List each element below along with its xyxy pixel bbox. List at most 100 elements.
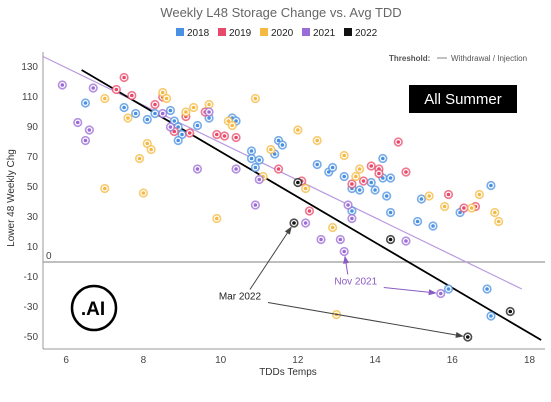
point-dot	[249, 149, 254, 153]
point-2018	[482, 284, 492, 294]
point-2022	[293, 177, 303, 188]
point-2018	[370, 185, 380, 195]
all-summer-badge: All Summer	[409, 85, 517, 113]
point-2019	[358, 176, 369, 186]
point-dot	[145, 141, 150, 146]
point-2020	[138, 188, 148, 198]
point-2020	[250, 93, 260, 104]
point-2021	[158, 108, 168, 119]
zero-label: 0	[46, 251, 52, 262]
point-2019	[366, 161, 376, 171]
point-2019	[393, 137, 403, 147]
point-dot	[369, 164, 374, 168]
point-2018	[385, 173, 396, 183]
y-tick-label: -30	[24, 302, 39, 313]
trend-line-1	[42, 55, 523, 290]
point-2019	[231, 132, 241, 143]
point-dot	[102, 96, 107, 101]
point-2018	[486, 180, 496, 191]
point-dot	[87, 128, 92, 132]
point-dot	[462, 206, 466, 210]
legend-label-2022: 2022	[355, 28, 378, 39]
point-2020	[212, 213, 222, 224]
point-2019	[347, 179, 357, 189]
point-dot	[381, 156, 385, 161]
point-dot	[319, 237, 323, 242]
point-2018	[382, 191, 392, 201]
point-2019	[273, 164, 284, 174]
point-dot	[458, 210, 462, 215]
point-dot	[373, 188, 377, 192]
point-dot	[253, 203, 258, 207]
point-2019	[459, 203, 469, 213]
y-tick-label: 10	[27, 242, 39, 253]
point-2020	[227, 120, 237, 131]
point-dot	[172, 129, 177, 134]
point-dot	[180, 132, 184, 137]
x-tick-label: 14	[370, 355, 382, 366]
point-2021	[436, 288, 446, 299]
point-dot	[160, 90, 165, 95]
point-2020	[351, 171, 361, 182]
point-dot	[168, 108, 173, 113]
legend-swatch-2018	[176, 28, 184, 36]
point-dot	[160, 111, 165, 116]
point-2018	[416, 194, 427, 204]
x-axis-ticks: 6 8 10 12 14 16 18	[63, 355, 535, 366]
point-dot	[126, 116, 130, 120]
point-dot	[176, 125, 180, 129]
point-dot	[419, 197, 424, 201]
point-2022	[505, 306, 515, 317]
point-dot	[280, 143, 285, 147]
point-dot	[384, 194, 389, 198]
annotation-arrow-head	[343, 255, 350, 264]
point-2019	[150, 99, 160, 110]
point-dot	[388, 176, 393, 180]
point-dot	[91, 86, 95, 90]
point-2018	[385, 207, 396, 218]
y-tick-label: 90	[27, 122, 39, 133]
point-dot	[493, 210, 497, 215]
point-2020	[100, 183, 110, 194]
threshold-legend-text: Withdrawal / Injection	[451, 54, 527, 63]
point-dot	[315, 162, 319, 167]
point-dot	[83, 101, 88, 105]
point-dot	[446, 192, 451, 197]
point-2022	[463, 332, 473, 342]
data-points	[57, 72, 515, 342]
point-dot	[257, 177, 262, 182]
point-2018	[328, 162, 338, 173]
x-tick-label: 12	[292, 355, 304, 366]
point-dot	[469, 206, 474, 210]
point-2018	[312, 159, 322, 170]
point-2018	[131, 108, 141, 119]
point-2021	[88, 83, 98, 93]
point-dot	[292, 221, 296, 225]
point-dot	[191, 105, 196, 110]
point-dot	[342, 249, 347, 254]
point-2018	[150, 108, 160, 119]
point-dot	[350, 182, 354, 186]
point-dot	[404, 239, 408, 243]
point-dot	[377, 171, 381, 176]
point-dot	[114, 87, 119, 92]
point-dot	[207, 116, 211, 120]
point-dot	[361, 179, 366, 183]
point-dot	[296, 180, 300, 185]
point-2018	[355, 185, 365, 195]
point-2020	[293, 125, 303, 135]
point-dot	[303, 186, 308, 191]
point-dot	[350, 209, 354, 213]
point-dot	[149, 147, 153, 152]
point-2021	[84, 125, 94, 135]
point-2020	[424, 191, 434, 201]
point-dot	[342, 153, 347, 158]
y-tick-label: 30	[27, 212, 39, 223]
annotation-arrow-line	[383, 287, 435, 294]
point-dot	[141, 191, 146, 195]
logo-circle	[70, 284, 118, 332]
point-dot	[176, 138, 180, 143]
x-tick-label: 10	[215, 355, 227, 366]
point-dot	[489, 183, 493, 188]
point-dot	[234, 119, 238, 123]
